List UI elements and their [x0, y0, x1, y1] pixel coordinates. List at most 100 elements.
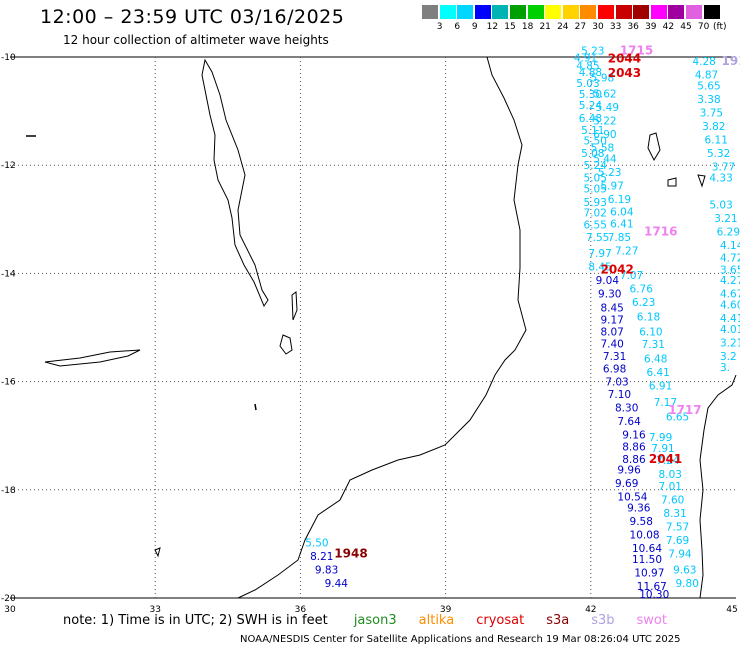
wave-height-value: 7.24 [656, 455, 680, 467]
lat-tick-label: -18 [1, 486, 16, 496]
satellite-s3b: s3b [591, 613, 615, 628]
colorbar-swatch [598, 5, 614, 19]
wave-height-value: 4.33 [709, 172, 732, 184]
colorbar-label: 18 [521, 22, 534, 32]
wave-height-value: 7.17 [654, 397, 677, 409]
wave-height-value: 6.41 [610, 218, 633, 230]
wave-height-value: 10.08 [630, 529, 660, 541]
wave-height-value: 7.27 [615, 245, 638, 257]
colorbar-swatch [650, 5, 667, 19]
wave-height-value: 7.60 [661, 494, 684, 506]
wave-height-value: 4.91 [574, 52, 597, 64]
wave-height-value: 4.27 [720, 275, 740, 287]
pass-time-label: 1948 [334, 546, 367, 560]
wave-height-value: 4.41 [720, 313, 740, 325]
wave-height-value: 5.62 [593, 89, 616, 101]
wave-height-value: 7.31 [603, 351, 626, 363]
satellite-cryosat: cryosat [476, 613, 525, 628]
colorbar-swatch [562, 5, 579, 19]
wave-height-value: 7.94 [668, 548, 692, 560]
wave-height-value: 10.30 [639, 589, 669, 601]
wave-height-value: 6.76 [630, 283, 654, 295]
wave-height-value: 4.67 [720, 289, 740, 301]
wave-height-value: 9.63 [673, 565, 696, 577]
wave-height-value: 6.55 [584, 219, 607, 231]
wave-height-value: 5.44 [593, 153, 617, 165]
wave-height-value: 10.54 [617, 492, 647, 504]
wave-height-value: 4.87 [695, 70, 718, 82]
wave-height-value: 4.14 [720, 240, 740, 252]
colorbar-label: 42 [662, 22, 675, 32]
pass-time-label: 1912 [721, 54, 740, 68]
pass-time-label: 1716 [644, 225, 677, 239]
wave-height-value: 9.16 [622, 429, 646, 441]
map-frame [10, 56, 736, 599]
wave-height-value: 5.32 [707, 148, 730, 160]
wave-height-value: 7.85 [608, 232, 631, 244]
lon-tick-label: 42 [585, 605, 596, 615]
wave-height-value: 6.10 [639, 327, 662, 339]
wave-height-value: 5.24 [579, 100, 603, 112]
axis-ticks: 30 33 36 39 42 45 -10 -12 -14 -16 -18 -20 [1, 53, 738, 615]
graticule [10, 57, 736, 598]
wave-height-value: 6.19 [608, 194, 631, 206]
wave-height-value: 5.22 [593, 116, 616, 128]
wave-height-value: 10.97 [634, 567, 664, 579]
wave-height-value: 8.31 [663, 508, 686, 520]
wave-height-value: 7.64 [617, 416, 641, 428]
pass-time-label: 2043 [608, 66, 641, 80]
satellite-swot: swot [636, 613, 667, 628]
lat-tick-label: -12 [1, 161, 16, 171]
colorbar-label: 15 [504, 22, 516, 32]
wave-height-value: 8.86 [622, 454, 646, 466]
wave-height-value: 9.58 [630, 516, 653, 528]
wave-height-value: 4.72 [720, 252, 740, 264]
wave-height-value: 5.49 [596, 102, 619, 114]
wave-height-value: 9.36 [627, 502, 651, 514]
colorbar-swatch [580, 5, 597, 19]
wave-height-value: 4.60 [720, 300, 740, 312]
wave-height-value: 5.23 [581, 45, 604, 57]
wave-height-value: 5.03 [576, 78, 599, 90]
wave-height-value: 9.17 [600, 315, 623, 327]
lat-tick-label: -16 [1, 378, 16, 388]
wave-height-value: 5.05 [584, 183, 607, 195]
wave-height-value: 9.69 [615, 478, 638, 490]
wave-height-value: 11.67 [637, 581, 667, 593]
wave-height-value: 3.21 [720, 337, 740, 349]
wave-height-value: 9.80 [676, 578, 699, 590]
wave-height-value: 7.02 [584, 208, 607, 220]
colorbar-label: 9 [471, 22, 478, 32]
lat-tick-label: -14 [1, 269, 16, 279]
wave-height-value: 7.69 [666, 535, 689, 547]
wave-height-value: 4.85 [576, 60, 599, 72]
wave-height-value: 6.90 [593, 129, 616, 141]
colorbar-swatch [615, 5, 632, 19]
satellite-s3a: s3a [546, 613, 570, 628]
lon-tick-label: 30 [4, 605, 16, 615]
colorbar-label: 70 [697, 22, 710, 32]
wave-height-value: 5.11 [581, 125, 604, 137]
colorbar-swatch [510, 5, 526, 19]
wave-height-value: 11.50 [632, 554, 662, 566]
colorbar-label: 6 [454, 22, 461, 32]
colorbar-label: 36 [627, 22, 639, 32]
pass-time-label: 2041 [649, 452, 682, 466]
lon-tick-label: 33 [149, 605, 160, 615]
wave-height-value: 7.10 [608, 389, 631, 401]
colorbar-label: 27 [574, 22, 587, 32]
colorbar-label: 33 [609, 22, 622, 32]
wave-height-value: 6.65 [666, 412, 689, 424]
lat-tick-label: -20 [1, 594, 16, 604]
colorbar-label: 24 [557, 22, 569, 32]
credit-line: NOAA/NESDIS Center for Satellite Applica… [240, 634, 681, 645]
colorbar-swatch [686, 5, 702, 19]
pass-time-label: 2044 [608, 51, 641, 65]
map-subtitle: 12 hour collection of altimeter wave hei… [63, 33, 329, 47]
note-text: note: 1) Time is in UTC; 2) SWH is in fe… [63, 613, 328, 628]
wave-height-value: 4.28 [692, 56, 715, 68]
legend-note: note: 1) Time is in UTC; 2) SWH is in fe… [63, 613, 667, 628]
colorbar-swatch [457, 5, 474, 19]
